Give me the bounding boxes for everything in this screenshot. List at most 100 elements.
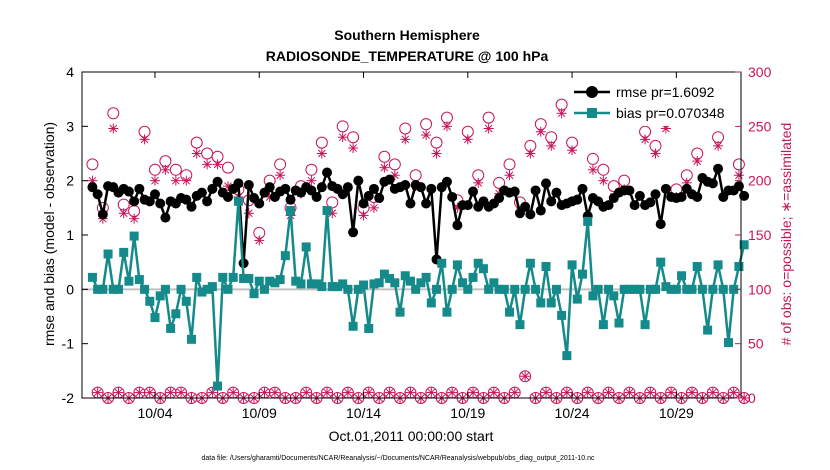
bias-point <box>176 284 186 294</box>
rmse-point <box>546 196 557 207</box>
obs-assimilated-point <box>556 108 567 119</box>
bias-point <box>338 279 348 289</box>
obs-assimilated-point <box>144 387 155 398</box>
rmse-point <box>222 191 233 202</box>
bias-point <box>265 276 275 286</box>
obs-assimilated-point <box>650 148 661 159</box>
bias-point <box>259 284 269 294</box>
legend-bias-marker <box>587 108 597 118</box>
rmse-point <box>186 201 197 212</box>
bias-point <box>604 284 614 294</box>
bias-point <box>395 307 405 317</box>
bias-point <box>692 262 702 272</box>
obs-assimilated-point <box>113 387 124 398</box>
obs-possible-point <box>86 158 99 171</box>
obs-possible-point <box>305 163 318 176</box>
bias-point <box>223 284 233 294</box>
obs-assimilated-point <box>202 159 213 170</box>
obs-assimilated-point <box>525 148 536 159</box>
obs-assimilated-point <box>176 387 187 398</box>
obs-possible-point <box>201 147 214 160</box>
bias-point <box>171 309 181 319</box>
obs-assimilated-point <box>379 162 390 173</box>
rmse-point <box>525 209 536 220</box>
obs-assimilated-point <box>483 123 494 134</box>
rmse-point <box>87 182 98 193</box>
obs-possible-point <box>409 169 422 182</box>
y-right-tick-label: 150 <box>748 227 772 243</box>
bias-point <box>609 291 619 301</box>
obs-assimilated-point <box>228 387 239 398</box>
rmse-point <box>509 186 520 197</box>
rmse-point <box>624 185 635 196</box>
bias-point <box>228 272 238 282</box>
y-right-tick-label: 0 <box>748 390 756 406</box>
obs-assimilated-point <box>92 387 103 398</box>
bias-point <box>624 284 634 294</box>
bias-point <box>124 276 134 286</box>
obs-assimilated-point <box>587 164 598 175</box>
bias-point <box>181 296 191 306</box>
bias-point <box>385 273 395 283</box>
obs-assimilated-point <box>191 148 202 159</box>
bias-point <box>484 284 494 294</box>
rmse-point <box>494 193 505 204</box>
y-tick-label: 0 <box>66 281 74 297</box>
bias-point <box>296 279 306 289</box>
x-tick-label: 10/09 <box>242 405 277 421</box>
bias-point <box>734 262 744 272</box>
y-tick-label: -1 <box>62 336 75 352</box>
obs-possible-point <box>190 136 203 149</box>
x-tick-label: 10/24 <box>555 405 590 421</box>
obs-possible-point <box>378 150 391 163</box>
obs-assimilated-point <box>337 132 348 143</box>
rmse-point <box>196 187 207 198</box>
obs-assimilated-point <box>342 387 353 398</box>
rmse-point <box>468 186 479 197</box>
bias-point <box>129 231 139 241</box>
bias-point <box>640 320 650 330</box>
bias-point <box>682 284 692 294</box>
obs-assimilated-point <box>598 175 609 186</box>
bias-point <box>291 276 301 286</box>
bias-point <box>421 272 431 282</box>
rmse-point <box>342 182 353 193</box>
bias-point <box>134 275 144 285</box>
bias-point <box>729 284 739 294</box>
rmse-point <box>577 183 588 194</box>
bias-point <box>374 278 384 288</box>
obs-assimilated-point <box>400 134 411 145</box>
bias-point <box>155 291 165 301</box>
bias-point <box>207 282 217 292</box>
obs-possible-point <box>493 176 506 189</box>
y-right-tick-label: 250 <box>748 118 772 134</box>
obs-assimilated-point <box>473 177 484 188</box>
bias-point <box>489 278 499 288</box>
obs-assimilated-point <box>431 148 442 159</box>
obs-assimilated-point <box>368 202 379 213</box>
obs-assimilated-point <box>149 175 160 186</box>
bias-point <box>541 262 551 272</box>
bias-point <box>280 251 290 261</box>
rmse-point <box>452 220 463 231</box>
bias-point <box>400 271 410 281</box>
obs-assimilated-point <box>707 387 718 398</box>
bias-point <box>645 284 655 294</box>
bias-point <box>588 291 598 301</box>
y-tick-label: 1 <box>66 227 74 243</box>
bias-point <box>416 278 426 288</box>
bias-point <box>468 272 478 282</box>
y-right-tick-label: 200 <box>748 173 772 189</box>
bias-point <box>275 275 285 285</box>
bias-point <box>166 323 176 333</box>
y-tick-label: 2 <box>66 173 74 189</box>
obs-assimilated-point <box>254 235 265 246</box>
rmse-point <box>541 178 552 189</box>
bias-point <box>432 284 442 294</box>
bias-point <box>635 284 645 294</box>
obs-assimilated-point <box>603 387 614 398</box>
obs-possible-point <box>315 136 328 149</box>
obs-possible-point <box>148 163 161 176</box>
obs-possible-point <box>169 163 182 176</box>
obs-assimilated-point <box>322 387 333 398</box>
